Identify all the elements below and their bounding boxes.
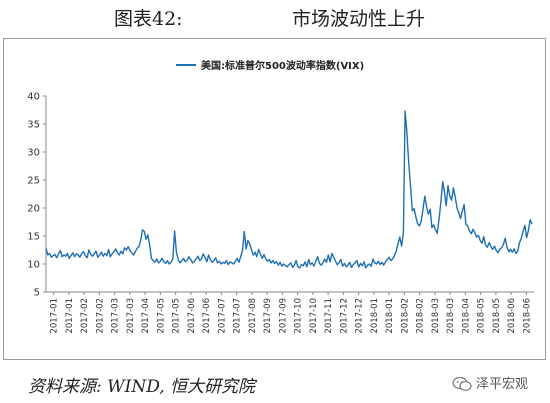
x-tick-label: 2017-09 [278, 298, 288, 334]
chart-frame [3, 38, 546, 360]
x-tick-label: 2017-12 [355, 298, 365, 334]
x-tick-label: 2017-10 [309, 298, 319, 334]
figure-number: 图表42: [114, 8, 183, 30]
x-tick-label: 2018-05 [477, 298, 487, 334]
source-note: 资料来源: WIND, 恒大研究院 [28, 377, 256, 397]
x-tick-label: 2018-04 [461, 298, 471, 334]
chart-axes [45, 96, 534, 293]
x-tick-label: 2017-02 [80, 298, 90, 334]
x-tick-label: 2018-06 [522, 298, 532, 334]
watermark-text: 泽平宏观 [476, 377, 529, 392]
y-tick-label: 10 [27, 260, 40, 271]
x-tick-label: 2017-11 [324, 298, 334, 334]
x-tick-label: 2017-06 [202, 298, 212, 334]
x-tick-label: 2017-10 [294, 298, 304, 334]
x-tick-label: 2017-04 [141, 298, 151, 334]
y-tick-label: 5 [34, 288, 40, 299]
x-tick-label: 2018-03 [446, 298, 456, 334]
y-tick-label: 30 [27, 148, 40, 159]
x-tick-label: 2018-05 [492, 298, 502, 334]
y-tick-label: 40 [27, 92, 40, 103]
x-tick-label: 2018-02 [416, 298, 426, 334]
x-tick-label: 2018-01 [370, 298, 380, 334]
x-tick-label: 2017-03 [111, 298, 121, 334]
x-tick-label: 2017-02 [95, 298, 105, 334]
figure-title-bar: 图表42: 市场波动性上升 [0, 0, 550, 30]
y-tick-label: 15 [27, 232, 40, 243]
x-tick-label: 2017-01 [50, 298, 60, 334]
wechat-icon [452, 376, 472, 391]
x-axis-ticks: 2017-01 2017-01 2017-02 2017-02 2017-03 2017-… [50, 292, 532, 334]
legend-label: 美国:标准普尔500波动率指数(VIX) [201, 59, 364, 72]
x-tick-label: 2017-07 [233, 298, 243, 334]
y-tick-label: 25 [27, 176, 40, 187]
x-tick-label: 2017-05 [156, 298, 166, 334]
x-tick-label: 2018-01 [385, 298, 395, 334]
x-tick-label: 2017-09 [263, 298, 273, 334]
chart-legend: 美国:标准普尔500波动率指数(VIX) [176, 59, 364, 72]
x-tick-label: 2017-12 [339, 298, 349, 334]
x-tick-label: 2017-07 [217, 298, 227, 334]
y-tick-label: 20 [27, 204, 40, 215]
x-tick-label: 2018-03 [431, 298, 441, 334]
x-tick-label: 2018-06 [507, 298, 517, 334]
x-tick-label: 2017-05 [172, 298, 182, 334]
y-tick-label: 35 [27, 120, 40, 131]
x-tick-label: 2017-06 [187, 298, 197, 334]
y-axis-ticks: 5 10 15 20 25 30 35 40 [27, 92, 46, 299]
x-tick-label: 2018-02 [400, 298, 410, 334]
series-line-vix [45, 110, 533, 269]
x-tick-label: 2017-03 [126, 298, 136, 334]
x-tick-label: 2017-01 [65, 298, 75, 334]
x-tick-label: 2017-08 [248, 298, 258, 334]
figure-title: 市场波动性上升 [292, 8, 426, 30]
